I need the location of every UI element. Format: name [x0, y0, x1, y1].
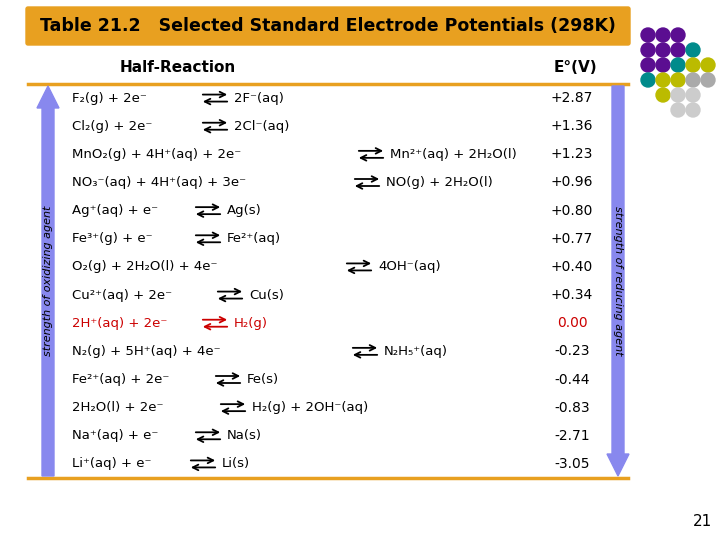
Text: 2H⁺(aq) + 2e⁻: 2H⁺(aq) + 2e⁻ — [72, 317, 167, 330]
Text: Na(s): Na(s) — [227, 429, 262, 442]
Text: E°(V): E°(V) — [553, 59, 597, 75]
Circle shape — [656, 28, 670, 42]
Text: Na⁺(aq) + e⁻: Na⁺(aq) + e⁻ — [72, 429, 158, 442]
Circle shape — [641, 58, 655, 72]
Text: Ag⁺(aq) + e⁻: Ag⁺(aq) + e⁻ — [72, 204, 158, 217]
Text: -2.71: -2.71 — [554, 429, 590, 443]
Circle shape — [641, 43, 655, 57]
Text: +0.96: +0.96 — [551, 176, 593, 190]
Text: +2.87: +2.87 — [551, 91, 593, 105]
Text: strength of oxidizing agent: strength of oxidizing agent — [43, 206, 53, 356]
Text: -0.83: -0.83 — [554, 401, 590, 415]
Circle shape — [671, 28, 685, 42]
Text: Fe²⁺(aq) + 2e⁻: Fe²⁺(aq) + 2e⁻ — [72, 373, 169, 386]
Text: +0.34: +0.34 — [551, 288, 593, 302]
Text: 4OH⁻(aq): 4OH⁻(aq) — [378, 260, 441, 273]
Text: 0.00: 0.00 — [557, 316, 588, 330]
Circle shape — [701, 73, 715, 87]
Text: +1.23: +1.23 — [551, 147, 593, 161]
Circle shape — [701, 58, 715, 72]
Text: +0.40: +0.40 — [551, 260, 593, 274]
Circle shape — [686, 88, 700, 102]
Text: Cu(s): Cu(s) — [249, 288, 284, 301]
Text: Fe³⁺(g) + e⁻: Fe³⁺(g) + e⁻ — [72, 232, 153, 245]
Text: NO(g) + 2H₂O(l): NO(g) + 2H₂O(l) — [386, 176, 492, 189]
Text: +1.36: +1.36 — [551, 119, 593, 133]
Circle shape — [641, 73, 655, 87]
Text: Half-Reaction: Half-Reaction — [120, 59, 236, 75]
Circle shape — [671, 103, 685, 117]
Text: strength of reducing agent: strength of reducing agent — [613, 206, 623, 356]
Text: 2F⁻(aq): 2F⁻(aq) — [234, 92, 284, 105]
Circle shape — [671, 58, 685, 72]
Circle shape — [671, 73, 685, 87]
Text: +0.80: +0.80 — [551, 204, 593, 218]
Text: N₂(g) + 5H⁺(aq) + 4e⁻: N₂(g) + 5H⁺(aq) + 4e⁻ — [72, 345, 220, 358]
Circle shape — [686, 103, 700, 117]
Text: H₂(g): H₂(g) — [234, 317, 268, 330]
Text: Ag(s): Ag(s) — [227, 204, 262, 217]
Text: Mn²⁺(aq) + 2H₂O(l): Mn²⁺(aq) + 2H₂O(l) — [390, 148, 517, 161]
Text: Li(s): Li(s) — [222, 457, 250, 470]
Text: N₂H₅⁺(aq): N₂H₅⁺(aq) — [384, 345, 448, 358]
Circle shape — [671, 88, 685, 102]
FancyArrow shape — [607, 86, 629, 476]
Text: Fe(s): Fe(s) — [247, 373, 279, 386]
Circle shape — [686, 43, 700, 57]
Circle shape — [656, 43, 670, 57]
Circle shape — [641, 28, 655, 42]
Text: NO₃⁻(aq) + 4H⁺(aq) + 3e⁻: NO₃⁻(aq) + 4H⁺(aq) + 3e⁻ — [72, 176, 246, 189]
Text: 21: 21 — [693, 515, 713, 530]
Text: +0.77: +0.77 — [551, 232, 593, 246]
Text: 2Cl⁻(aq): 2Cl⁻(aq) — [234, 120, 289, 133]
Circle shape — [686, 58, 700, 72]
Text: 2H₂O(l) + 2e⁻: 2H₂O(l) + 2e⁻ — [72, 401, 163, 414]
Text: -3.05: -3.05 — [554, 457, 590, 471]
Text: -0.23: -0.23 — [554, 345, 590, 359]
Text: F₂(g) + 2e⁻: F₂(g) + 2e⁻ — [72, 92, 147, 105]
Text: O₂(g) + 2H₂O(l) + 4e⁻: O₂(g) + 2H₂O(l) + 4e⁻ — [72, 260, 217, 273]
Circle shape — [656, 58, 670, 72]
Circle shape — [656, 88, 670, 102]
Circle shape — [671, 43, 685, 57]
FancyBboxPatch shape — [26, 7, 630, 45]
Text: Li⁺(aq) + e⁻: Li⁺(aq) + e⁻ — [72, 457, 151, 470]
Circle shape — [686, 73, 700, 87]
Text: Table 21.2   Selected Standard Electrode Potentials (298K): Table 21.2 Selected Standard Electrode P… — [40, 17, 616, 35]
FancyArrow shape — [37, 86, 59, 476]
Text: Cu²⁺(aq) + 2e⁻: Cu²⁺(aq) + 2e⁻ — [72, 288, 172, 301]
Text: MnO₂(g) + 4H⁺(aq) + 2e⁻: MnO₂(g) + 4H⁺(aq) + 2e⁻ — [72, 148, 241, 161]
Text: H₂(g) + 2OH⁻(aq): H₂(g) + 2OH⁻(aq) — [252, 401, 368, 414]
Text: Cl₂(g) + 2e⁻: Cl₂(g) + 2e⁻ — [72, 120, 153, 133]
Text: Fe²⁺(aq): Fe²⁺(aq) — [227, 232, 281, 245]
Text: -0.44: -0.44 — [554, 373, 590, 387]
Circle shape — [656, 73, 670, 87]
